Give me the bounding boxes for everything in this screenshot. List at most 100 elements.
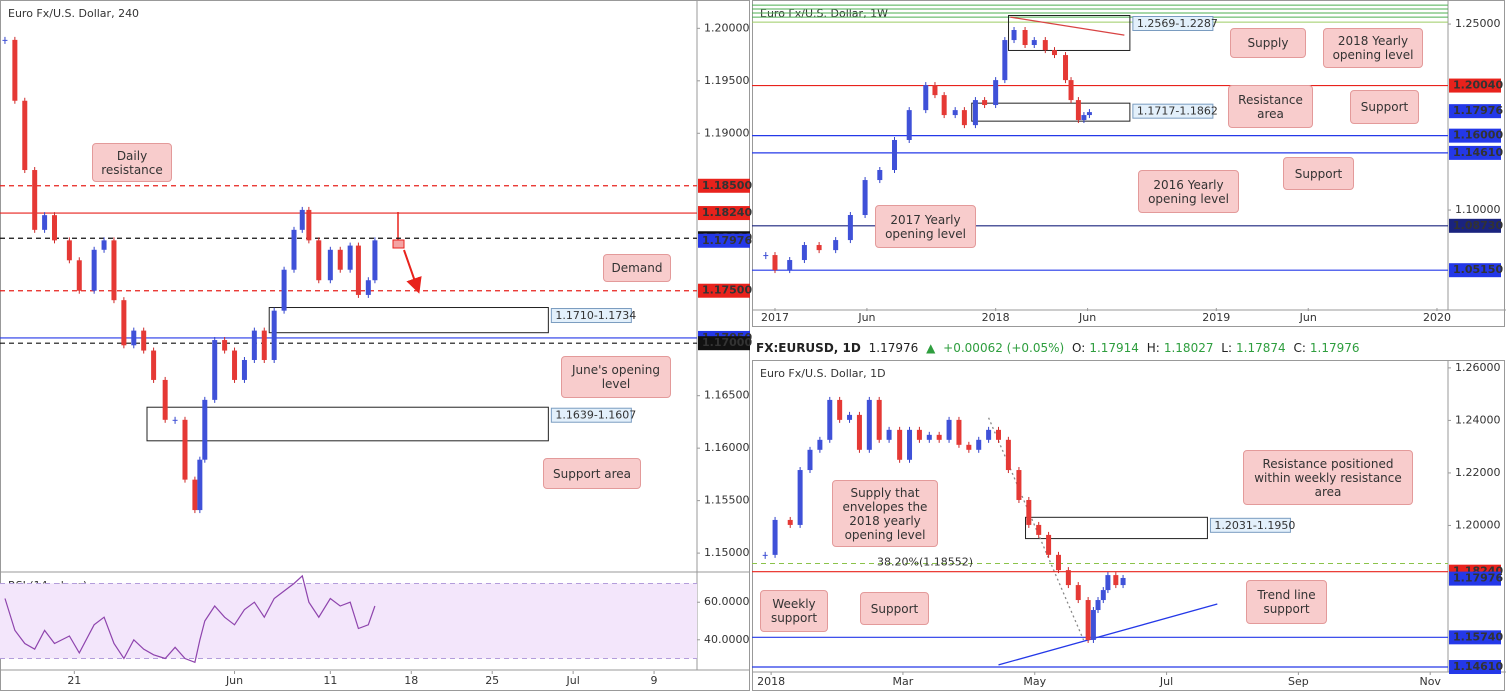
callout: Supply that envelopes the 2018 yearly op… <box>832 480 938 547</box>
candle <box>306 209 312 241</box>
candle <box>923 85 929 111</box>
candle <box>365 280 371 295</box>
y-tick-label: 40.0000 <box>704 633 750 646</box>
candle <box>76 260 82 291</box>
x-tick-label: Jun <box>857 311 875 324</box>
y-tick-label: 1.26000 <box>1455 361 1501 374</box>
y-tick-label: 1.16000 <box>704 441 750 454</box>
price-label: 1.15740 <box>1453 630 1503 643</box>
ohlc-label: L: <box>1221 341 1233 355</box>
candle <box>172 419 178 421</box>
candle <box>1036 524 1042 535</box>
candle <box>1090 610 1096 640</box>
candle <box>251 330 257 360</box>
price-label-box <box>1449 263 1501 278</box>
price-label: 1.17976 <box>1453 572 1503 585</box>
x-tick-label: 18 <box>404 674 418 687</box>
candle <box>202 399 208 460</box>
candle <box>892 139 898 171</box>
x-tick-label: 2019 <box>1202 311 1230 324</box>
candle <box>946 419 952 440</box>
candle <box>916 429 922 440</box>
ohlc-label: H: <box>1146 341 1160 355</box>
candle <box>1075 100 1081 121</box>
candle <box>291 229 297 270</box>
callout: Support <box>1283 157 1354 190</box>
candle <box>833 240 839 251</box>
candle <box>956 419 962 445</box>
candle <box>1081 115 1087 121</box>
price-label: 1.17000 <box>702 336 752 349</box>
candle <box>907 429 913 460</box>
candle <box>1051 50 1057 56</box>
price-label: 1.18500 <box>702 179 752 192</box>
zone-label: 1.1710-1.1734 <box>555 309 636 322</box>
candle <box>162 379 168 420</box>
x-tick-label: 21 <box>67 674 81 687</box>
price-label-box <box>698 283 750 298</box>
candle <box>91 249 97 291</box>
zone-label: 1.2031-1.1950 <box>1214 519 1295 532</box>
candle <box>866 399 872 450</box>
candle <box>847 215 853 241</box>
x-tick-label: 2018 <box>757 675 785 688</box>
x-tick-label: Jul <box>565 674 579 687</box>
candle <box>222 340 228 351</box>
x-tick-label: Jun <box>1299 311 1317 324</box>
price-label: 1.17976 <box>1453 104 1503 117</box>
callout: 2017 Yearly opening level <box>875 205 976 248</box>
candle <box>316 240 322 281</box>
candle <box>936 434 942 440</box>
candle <box>762 554 768 556</box>
ohlc-value: 1.17914 <box>1089 341 1139 355</box>
x-tick-label: Jun <box>225 674 243 687</box>
y-tick-label: 1.10000 <box>1455 203 1501 216</box>
candle <box>1055 554 1061 571</box>
y-tick-label: 60.0000 <box>704 595 750 608</box>
candle <box>131 330 137 346</box>
zone <box>1008 15 1131 51</box>
price-label: 1.08730 <box>1453 219 1503 232</box>
candle <box>856 414 862 450</box>
candle <box>1026 499 1032 525</box>
candle <box>347 245 353 270</box>
x-tick-label: 2020 <box>1423 311 1451 324</box>
candle <box>1011 30 1017 41</box>
x-tick-label: 2017 <box>761 311 789 324</box>
projection-arrow <box>403 249 422 294</box>
x-tick-label: 2018 <box>982 311 1010 324</box>
candle <box>261 330 267 360</box>
callout: Trend line support <box>1246 580 1327 624</box>
price-label: 1.14610 <box>1453 660 1503 673</box>
candle <box>837 399 843 420</box>
chart-title: Euro Fx/U.S. Dollar, 240 <box>8 7 139 20</box>
candle <box>906 110 912 140</box>
candle <box>801 245 807 261</box>
candle <box>787 519 793 525</box>
candle <box>982 100 988 106</box>
candle <box>141 330 147 351</box>
callout: Resistance positioned within weekly resi… <box>1243 450 1413 505</box>
price-label-box <box>1449 660 1501 675</box>
candle <box>886 429 892 440</box>
candle <box>952 110 958 116</box>
price-label: 1.17976 <box>702 234 752 247</box>
fib-label: 38.20%(1.18552) <box>877 555 973 568</box>
price-label-box <box>1449 78 1501 93</box>
last-price: 1.17976 <box>868 341 919 355</box>
ohlc-value: 1.18027 <box>1163 341 1214 355</box>
candle <box>197 459 203 511</box>
candle <box>241 359 247 380</box>
ohlc-label: O: <box>1072 341 1086 355</box>
price-label-box <box>1449 145 1501 160</box>
callout: Demand <box>603 254 671 282</box>
price-label-box <box>1449 128 1501 143</box>
candle <box>1120 577 1126 586</box>
candle <box>182 419 188 480</box>
candle <box>1100 590 1106 601</box>
candle <box>299 209 305 230</box>
zone-label: 1.2569-1.2287 <box>1137 17 1218 30</box>
y-tick-label: 1.25000 <box>1455 17 1501 30</box>
price-label-box <box>698 336 750 351</box>
